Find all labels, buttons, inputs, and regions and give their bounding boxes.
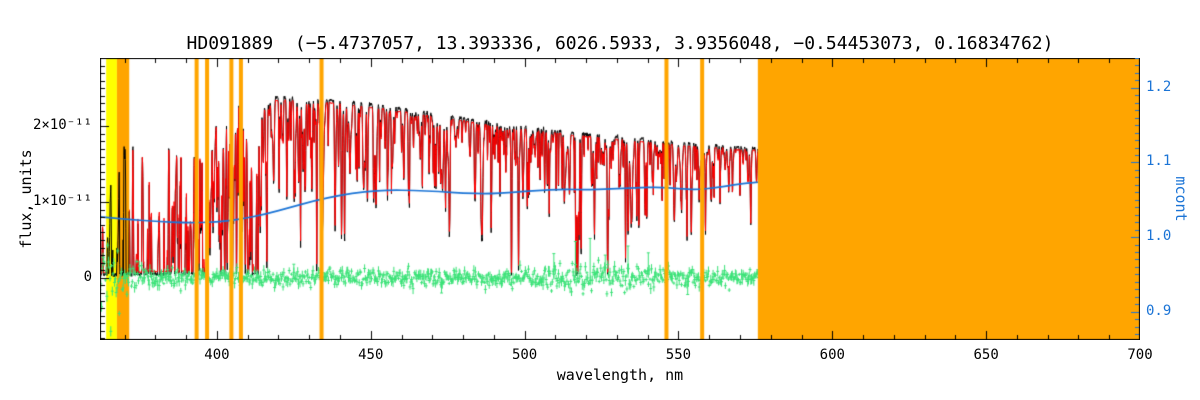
flux-tick-label: 0 (83, 268, 92, 285)
mcont-tick-label: 1.1 (1146, 153, 1172, 170)
mcont-tick-label: 1.2 (1146, 78, 1172, 95)
flux-tick-label: 1×10⁻¹¹ (32, 193, 92, 210)
mcont-axis-title: mcont (1172, 176, 1190, 222)
flux-axis-title: flux, units (17, 149, 35, 249)
x-tick-label: 600 (819, 347, 845, 363)
spectrum-plot-canvas (100, 58, 1140, 340)
wavelength-axis-title: wavelength, nm (556, 366, 684, 384)
mcont-tick-label: 0.9 (1146, 302, 1172, 319)
mcont-tick-label: 1.0 (1146, 228, 1172, 245)
x-tick-label: 700 (1127, 347, 1153, 363)
x-tick-label: 450 (358, 347, 384, 363)
x-tick-label: 400 (204, 347, 230, 363)
x-tick-label: 550 (665, 347, 692, 363)
plot-title: HD091889 (−5.4737057, 13.393336, 6026.59… (186, 33, 1054, 54)
x-tick-label: 500 (511, 347, 538, 363)
x-tick-label: 650 (973, 347, 999, 363)
plot-area (100, 58, 1140, 340)
flux-tick-label: 2×10⁻¹¹ (32, 117, 92, 134)
